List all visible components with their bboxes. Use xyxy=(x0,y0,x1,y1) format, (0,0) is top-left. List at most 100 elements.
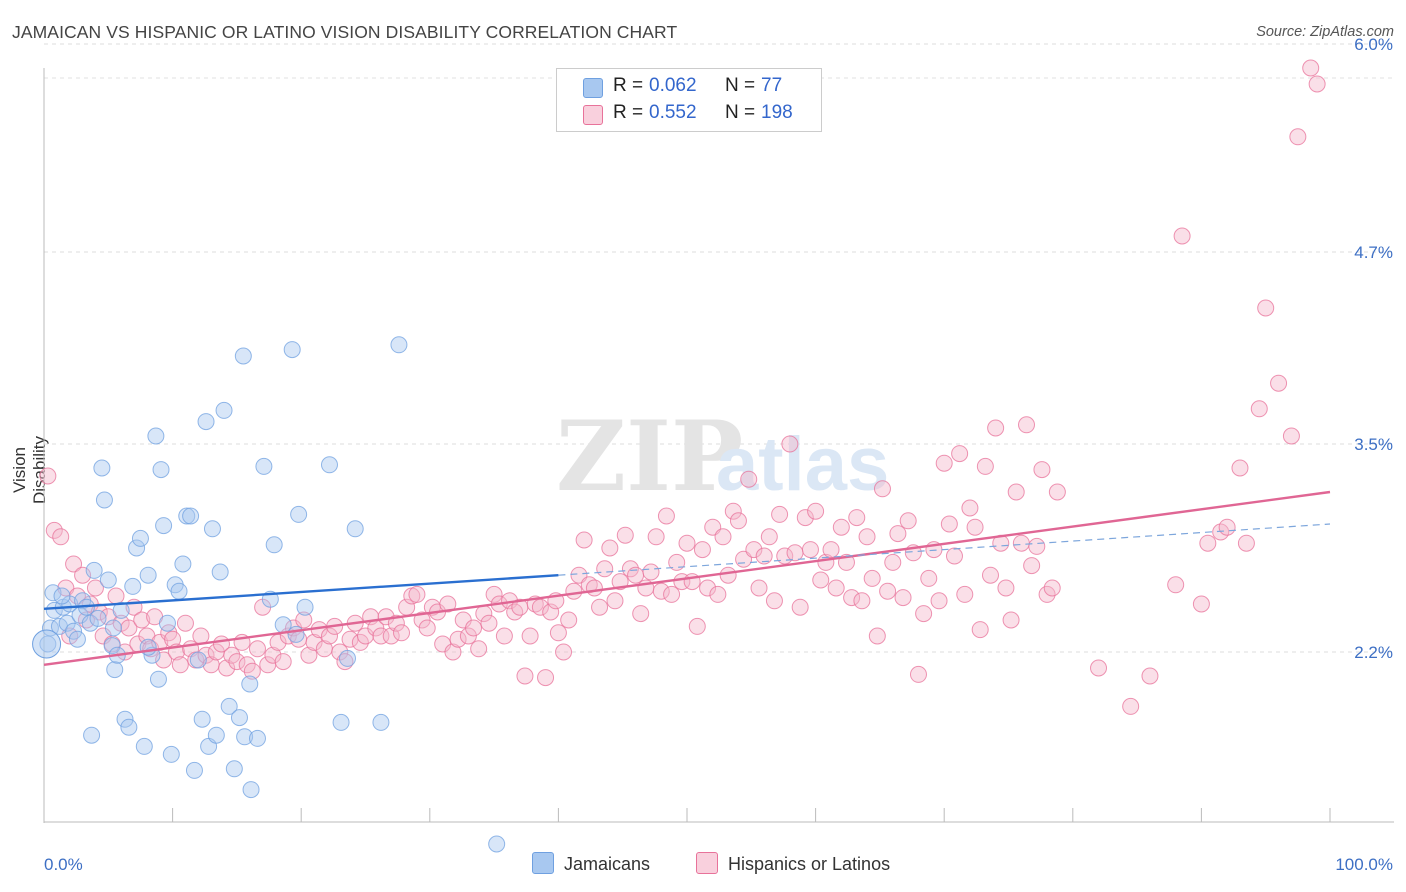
hispanic-point xyxy=(1033,461,1051,479)
jamaican-point xyxy=(68,630,86,648)
hispanic-point xyxy=(1173,227,1191,245)
hispanic-point xyxy=(1028,537,1046,555)
hispanic-point xyxy=(585,579,603,597)
y-tick-label: 3.5% xyxy=(1354,435,1393,454)
hispanic-point xyxy=(86,579,104,597)
hispanic-point xyxy=(521,627,539,645)
jamaican-point xyxy=(189,651,207,669)
y-tick-label: 4.7% xyxy=(1354,243,1393,262)
hispanic-point xyxy=(1257,299,1275,317)
hispanic-point xyxy=(495,627,513,645)
hispanic-point xyxy=(642,563,660,581)
hispanic-point xyxy=(781,435,799,453)
jamaican-point xyxy=(93,459,111,477)
hispanic-point xyxy=(606,592,624,610)
jamaican-point xyxy=(290,505,308,523)
hispanic-point xyxy=(465,619,483,637)
jamaican-point xyxy=(225,760,243,778)
hispanic-point xyxy=(549,624,567,642)
hispanic-point xyxy=(909,665,927,683)
jamaican-point xyxy=(44,584,62,602)
jamaican-point xyxy=(139,638,157,656)
hispanic-point xyxy=(961,499,979,517)
jamaican-point xyxy=(135,737,153,755)
jamaican-point xyxy=(211,563,229,581)
legend-n-value: 77 xyxy=(761,75,783,96)
hispanic-point xyxy=(601,539,619,557)
hispanic-point xyxy=(693,541,711,559)
hispanic-point xyxy=(449,630,467,648)
legend-n-value: 198 xyxy=(761,102,793,123)
hispanic-point xyxy=(729,512,747,530)
jamaican-point xyxy=(95,491,113,509)
hispanic-point xyxy=(560,611,578,629)
hispanic-point xyxy=(480,614,498,632)
hispanic-point xyxy=(243,662,261,680)
hispanic-point xyxy=(848,509,866,527)
hispanic-point xyxy=(688,617,706,635)
hispanic-point xyxy=(485,585,503,603)
jamaican-trend-line xyxy=(43,574,559,610)
jamaican-point xyxy=(174,555,192,573)
bottom-legend-swatch-jamaicans xyxy=(532,852,554,874)
hispanic-point xyxy=(940,515,958,533)
hispanic-point xyxy=(300,646,318,664)
hispanic-point xyxy=(678,534,696,552)
y-tick-label: 2.2% xyxy=(1354,643,1393,662)
hispanic-point xyxy=(393,624,411,642)
hispanic-point xyxy=(724,502,742,520)
hispanic-point xyxy=(935,454,953,472)
hispanic-point xyxy=(663,585,681,603)
hispanic-point xyxy=(827,579,845,597)
legend-r-label: R = xyxy=(613,102,644,123)
hispanic-point xyxy=(228,653,246,671)
hispanic-point xyxy=(889,525,907,543)
hispanic-point xyxy=(575,531,593,549)
hispanic-point xyxy=(1122,697,1140,715)
hispanic-point xyxy=(264,646,282,664)
jamaican-point xyxy=(116,710,134,728)
jamaican-point xyxy=(162,745,180,763)
bottom-legend-hispanics: Hispanics or Latinos xyxy=(696,852,890,875)
hispanic-point xyxy=(884,553,902,571)
hispanic-point xyxy=(1002,611,1020,629)
hispanic-point xyxy=(305,633,323,651)
hispanic-point xyxy=(1199,534,1217,552)
hispanic-point xyxy=(1023,557,1041,575)
hispanic-point xyxy=(580,576,598,594)
hispanic-point xyxy=(951,445,969,463)
hispanic-point xyxy=(1289,128,1307,146)
hispanic-point xyxy=(39,467,57,485)
jamaican-point xyxy=(128,539,146,557)
bottom-legend-jamaicans: Jamaicans xyxy=(532,852,650,875)
jamaican-point xyxy=(390,336,408,354)
hispanic-point xyxy=(858,528,876,546)
hispanic-point xyxy=(439,595,457,613)
jamaican-point xyxy=(152,461,170,479)
hispanic-point xyxy=(1090,659,1108,677)
hispanic-point xyxy=(1282,427,1300,445)
jamaican-point xyxy=(45,601,63,619)
legend-n-label: N = xyxy=(725,75,756,96)
hispanic-point xyxy=(750,579,768,597)
hispanic-point xyxy=(765,592,783,610)
legend-r-value: 0.062 xyxy=(649,75,697,96)
legend-r-value: 0.552 xyxy=(649,102,697,123)
chart-title: JAMAICAN VS HISPANIC OR LATINO VISION DI… xyxy=(12,22,678,42)
hispanic-point xyxy=(652,582,670,600)
hispanic-point xyxy=(1043,579,1061,597)
jamaican-point xyxy=(182,507,200,525)
jamaican-point xyxy=(124,577,142,595)
hispanic-point xyxy=(812,571,830,589)
jamaican-point xyxy=(488,835,506,853)
hispanic-point xyxy=(320,627,338,645)
hispanic-point xyxy=(714,528,732,546)
hispanic-point xyxy=(218,659,236,677)
hispanic-point xyxy=(1007,483,1025,501)
jamaican-point xyxy=(185,761,203,779)
jamaican-point xyxy=(83,726,101,744)
jamaican-point-large xyxy=(32,629,62,659)
jamaican-point xyxy=(283,341,301,359)
hispanic-point xyxy=(945,547,963,565)
